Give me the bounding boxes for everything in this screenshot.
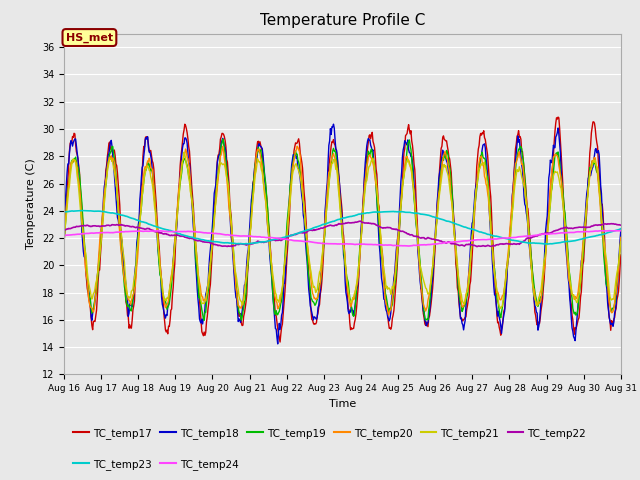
TC_temp21 <box>411 200 419 206</box>
TC_temp18 <box>412 210 419 216</box>
TC_temp22 <box>412 233 419 239</box>
TC_temp24 <box>70 232 78 238</box>
TC_temp23 <box>544 241 552 247</box>
TC_temp23 <box>411 210 419 216</box>
TC_temp23 <box>128 216 136 221</box>
TC_temp24 <box>617 228 625 234</box>
TC_temp21 <box>617 239 625 245</box>
TC_temp17 <box>411 167 419 173</box>
TC_temp19 <box>60 238 68 244</box>
TC_temp17 <box>127 325 135 331</box>
TC_temp20 <box>219 144 227 149</box>
X-axis label: Time: Time <box>329 399 356 408</box>
TC_temp24 <box>428 241 435 247</box>
TC_temp17 <box>428 301 435 307</box>
TC_temp20 <box>428 269 436 275</box>
TC_temp24 <box>411 242 419 248</box>
TC_temp24 <box>605 228 613 234</box>
Line: TC_temp23: TC_temp23 <box>64 211 621 244</box>
TC_temp19 <box>412 216 419 222</box>
TC_temp20 <box>412 209 419 215</box>
TC_temp17 <box>214 158 221 164</box>
TC_temp17 <box>554 114 562 120</box>
TC_temp19 <box>214 171 222 177</box>
TC_temp17 <box>617 252 625 258</box>
TC_temp22 <box>60 228 68 233</box>
TC_temp23 <box>185 234 193 240</box>
TC_temp24 <box>214 231 221 237</box>
TC_temp20 <box>127 298 135 303</box>
TC_temp24 <box>60 233 68 239</box>
TC_temp17 <box>184 136 192 142</box>
TC_temp20 <box>214 184 221 190</box>
TC_temp21 <box>497 306 504 312</box>
TC_temp19 <box>617 237 625 243</box>
TC_temp18 <box>127 301 135 307</box>
TC_temp20 <box>70 158 78 164</box>
TC_temp20 <box>184 156 192 162</box>
TC_temp23 <box>617 226 625 232</box>
TC_temp18 <box>617 228 625 233</box>
TC_temp20 <box>385 312 392 318</box>
TC_temp21 <box>127 288 135 294</box>
TC_temp23 <box>70 208 78 214</box>
TC_temp22 <box>228 244 236 250</box>
Line: TC_temp19: TC_temp19 <box>64 139 621 320</box>
TC_temp18 <box>214 159 221 165</box>
TC_temp22 <box>70 224 78 230</box>
TC_temp22 <box>356 218 364 224</box>
TC_temp21 <box>60 238 68 243</box>
Line: TC_temp20: TC_temp20 <box>64 146 621 315</box>
Text: HS_met: HS_met <box>66 33 113 43</box>
TC_temp20 <box>60 235 68 240</box>
Line: TC_temp17: TC_temp17 <box>64 117 621 342</box>
TC_temp24 <box>404 243 412 249</box>
TC_temp19 <box>428 275 436 280</box>
Line: TC_temp18: TC_temp18 <box>64 124 621 344</box>
TC_temp22 <box>184 235 192 241</box>
TC_temp23 <box>214 239 222 245</box>
TC_temp19 <box>127 308 135 314</box>
TC_temp17 <box>60 243 68 249</box>
TC_temp21 <box>70 157 78 163</box>
TC_temp22 <box>214 242 221 248</box>
TC_temp24 <box>184 228 192 234</box>
TC_temp19 <box>219 136 227 142</box>
TC_temp18 <box>70 138 78 144</box>
TC_temp17 <box>276 339 284 345</box>
TC_temp23 <box>60 209 68 215</box>
TC_temp18 <box>184 150 192 156</box>
TC_temp19 <box>184 168 192 173</box>
Line: TC_temp22: TC_temp22 <box>64 221 621 247</box>
TC_temp22 <box>127 224 135 230</box>
TC_temp22 <box>428 236 436 242</box>
TC_temp21 <box>428 276 435 282</box>
TC_temp22 <box>617 222 625 228</box>
TC_temp18 <box>60 221 68 227</box>
Line: TC_temp24: TC_temp24 <box>64 231 621 246</box>
TC_temp18 <box>428 282 436 288</box>
TC_temp21 <box>180 149 188 155</box>
Line: TC_temp21: TC_temp21 <box>64 152 621 309</box>
TC_temp23 <box>77 208 85 214</box>
Title: Temperature Profile C: Temperature Profile C <box>260 13 425 28</box>
TC_temp21 <box>214 172 222 178</box>
TC_temp18 <box>274 341 282 347</box>
TC_temp23 <box>428 213 435 219</box>
TC_temp19 <box>70 156 78 162</box>
Legend: TC_temp23, TC_temp24: TC_temp23, TC_temp24 <box>69 455 243 474</box>
TC_temp24 <box>127 228 135 234</box>
TC_temp17 <box>70 131 78 136</box>
Y-axis label: Temperature (C): Temperature (C) <box>26 158 36 250</box>
TC_temp20 <box>617 234 625 240</box>
TC_temp21 <box>185 175 193 181</box>
TC_temp19 <box>200 317 208 323</box>
TC_temp18 <box>330 121 337 127</box>
